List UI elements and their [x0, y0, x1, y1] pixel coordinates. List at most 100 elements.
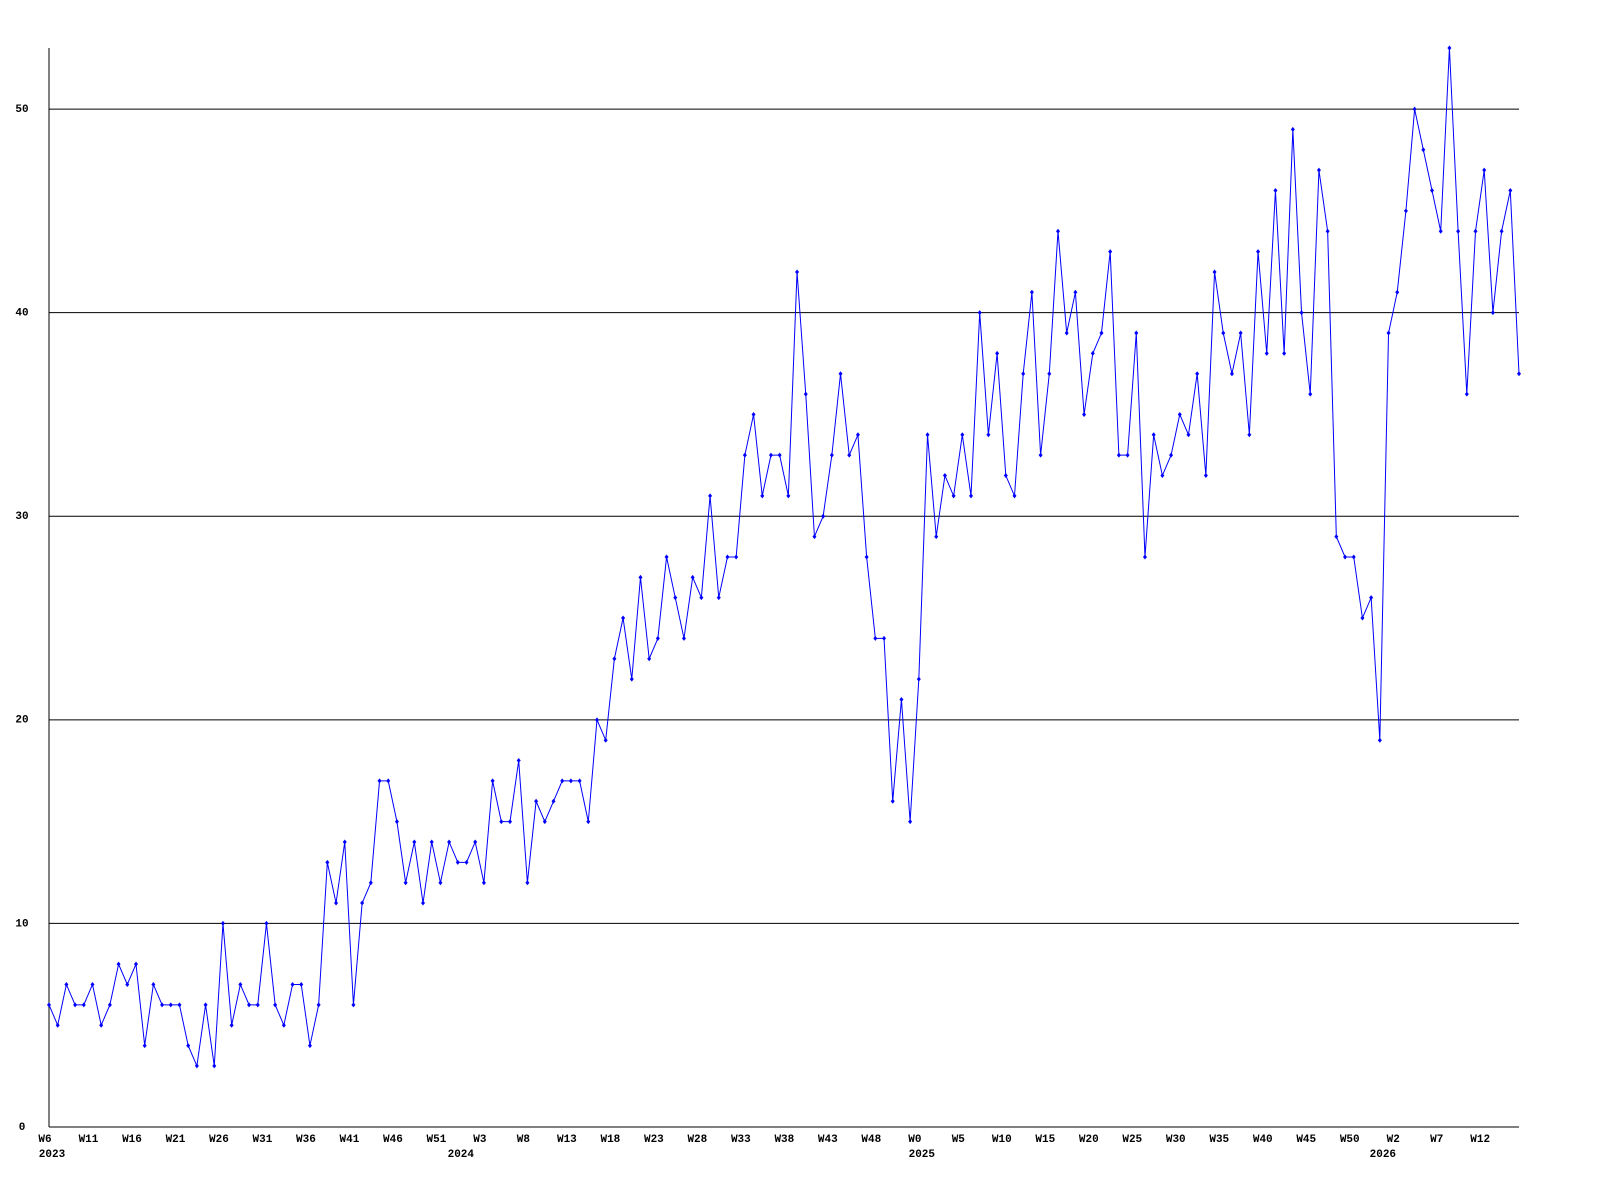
point-marker [281, 1022, 286, 1028]
x-tick-label: W3 [473, 1134, 487, 1146]
x-tick-label: W46 [383, 1134, 403, 1146]
point-marker [47, 1002, 51, 1008]
point-marker [429, 839, 434, 845]
point-marker [255, 1002, 260, 1008]
point-marker [1360, 615, 1365, 621]
point-marker [969, 493, 974, 499]
point-marker [212, 1063, 217, 1069]
point-marker [151, 981, 156, 987]
y-tick-label: 50 [15, 104, 28, 116]
point-marker [838, 371, 843, 377]
x-tick-label: W45 [1296, 1134, 1316, 1146]
point-marker [960, 432, 965, 438]
point-marker [99, 1022, 104, 1028]
point-marker [1456, 228, 1461, 234]
point-marker [325, 859, 330, 865]
x-tick-label: W15 [1035, 1134, 1055, 1146]
point-marker [1108, 249, 1113, 255]
point-marker [942, 473, 947, 479]
point-marker [795, 269, 800, 275]
point-marker [1195, 371, 1200, 377]
point-marker [525, 880, 530, 886]
point-marker [1299, 310, 1304, 316]
x-tick-label: W26 [209, 1134, 229, 1146]
point-marker [264, 920, 269, 926]
point-marker [290, 981, 295, 987]
year-label: 2024 [448, 1149, 475, 1161]
point-marker [1247, 432, 1252, 438]
point-marker [873, 635, 878, 641]
point-marker [864, 554, 869, 560]
point-marker [351, 1002, 356, 1008]
point-marker [560, 778, 565, 784]
point-marker [473, 839, 478, 845]
x-tick-label: W28 [687, 1134, 707, 1146]
point-marker [455, 859, 460, 865]
point-marker [464, 859, 469, 865]
point-marker [638, 574, 643, 580]
point-marker [394, 819, 399, 825]
x-tick-label: W2 [1387, 1134, 1400, 1146]
y-tick-label: 10 [15, 918, 28, 930]
point-marker [855, 432, 860, 438]
point-marker [1325, 228, 1330, 234]
point-marker [1038, 452, 1043, 458]
point-marker [412, 839, 417, 845]
point-marker [307, 1043, 312, 1049]
point-marker [1264, 350, 1269, 356]
point-marker [603, 737, 608, 743]
point-marker [977, 310, 982, 316]
x-tick-label: W48 [861, 1134, 881, 1146]
point-marker [951, 493, 956, 499]
point-marker [986, 432, 991, 438]
point-marker [699, 595, 704, 601]
point-marker [1490, 310, 1495, 316]
point-marker [1221, 330, 1226, 336]
point-marker [1447, 45, 1452, 51]
point-marker [1012, 493, 1017, 499]
point-marker [751, 411, 756, 417]
point-marker [116, 961, 121, 967]
point-marker [142, 1043, 147, 1049]
point-marker [1142, 554, 1147, 560]
point-marker [621, 615, 626, 621]
y-tick-label: 40 [15, 308, 28, 320]
x-tick-label: W11 [79, 1134, 99, 1146]
point-marker [1377, 737, 1382, 743]
point-marker [1343, 554, 1348, 560]
x-tick-label: W7 [1430, 1134, 1443, 1146]
point-marker [368, 880, 373, 886]
x-tick-label: W23 [644, 1134, 664, 1146]
point-marker [299, 981, 304, 987]
point-marker [1090, 350, 1095, 356]
point-marker [1282, 350, 1287, 356]
point-marker [1125, 452, 1130, 458]
point-marker [812, 534, 817, 540]
point-marker [360, 900, 365, 906]
point-marker [1064, 330, 1069, 336]
point-marker [1473, 228, 1478, 234]
point-marker [273, 1002, 278, 1008]
point-marker [194, 1063, 199, 1069]
point-marker [734, 554, 739, 560]
point-marker [203, 1002, 208, 1008]
point-marker [1134, 330, 1139, 336]
x-tick-label: W16 [122, 1134, 142, 1146]
point-marker [377, 778, 382, 784]
x-tick-label: W20 [1079, 1134, 1099, 1146]
point-marker [1169, 452, 1174, 458]
y-tick-label: 30 [15, 511, 28, 523]
point-marker [1047, 371, 1052, 377]
point-marker [481, 880, 486, 886]
data-line [48, 47, 1520, 1068]
point-marker [882, 635, 887, 641]
point-marker [334, 900, 339, 906]
point-marker [1351, 554, 1356, 560]
x-tick-label: W51 [427, 1134, 447, 1146]
point-marker [1003, 473, 1008, 479]
point-marker [786, 493, 791, 499]
point-marker [1464, 391, 1469, 397]
point-marker [655, 635, 660, 641]
